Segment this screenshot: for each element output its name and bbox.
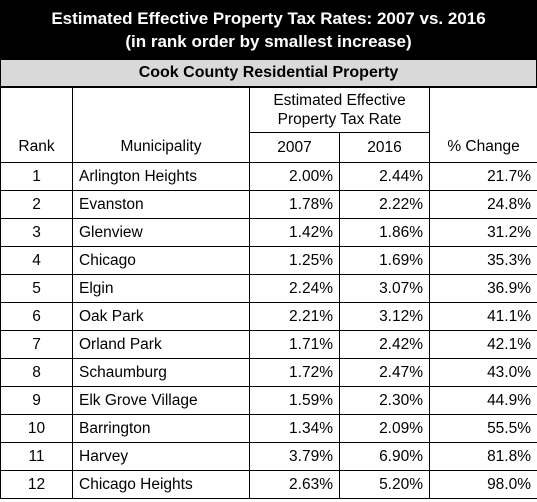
rate-2016-cell: 6.90% xyxy=(338,442,431,471)
rank-cell: 11 xyxy=(0,442,73,471)
percent-change-cell: 55.5% xyxy=(429,414,537,443)
table-row: 11 Harvey 3.79% 6.90% 81.8% xyxy=(0,442,537,471)
rate-2016-cell: 2.47% xyxy=(338,358,431,387)
table-row: 6 Oak Park 2.21% 3.12% 41.1% xyxy=(0,302,537,331)
rate-2016-cell: 3.07% xyxy=(338,274,431,303)
rank-cell: 9 xyxy=(0,386,73,415)
rate-2007-cell: 1.78% xyxy=(249,190,340,219)
rate-2016-cell: 1.86% xyxy=(338,218,431,247)
table-row: 8 Schaumburg 1.72% 2.47% 43.0% xyxy=(0,358,537,387)
percent-change-cell: 41.1% xyxy=(429,302,537,331)
rank-cell: 6 xyxy=(0,302,73,331)
percent-change-cell: 36.9% xyxy=(429,274,537,303)
rate-2007-cell: 2.00% xyxy=(249,162,340,191)
table-row: 3 Glenview 1.42% 1.86% 31.2% xyxy=(0,218,537,247)
percent-change-cell: 31.2% xyxy=(429,218,537,247)
table-row: 5 Elgin 2.24% 3.07% 36.9% xyxy=(0,274,537,303)
municipality-cell: Arlington Heights xyxy=(72,162,250,191)
municipality-cell: Chicago Heights xyxy=(72,470,250,499)
tax-rate-table: Estimated Effective Property Tax Rate Ra… xyxy=(0,87,537,499)
rank-cell: 2 xyxy=(0,190,73,219)
rate-2007-cell: 2.21% xyxy=(249,302,340,331)
header-rank: Rank xyxy=(0,132,73,163)
rate-2007-cell: 3.79% xyxy=(249,442,340,471)
header-group-rate: Estimated Effective Property Tax Rate xyxy=(248,87,431,133)
table-row: 2 Evanston 1.78% 2.22% 24.8% xyxy=(0,190,537,219)
municipality-cell: Elk Grove Village xyxy=(72,386,250,415)
header-spacer-municipality xyxy=(72,87,250,133)
municipality-cell: Harvey xyxy=(72,442,250,471)
rate-2007-cell: 1.25% xyxy=(249,246,340,275)
rank-cell: 7 xyxy=(0,330,73,359)
header-row-columns: Rank Municipality 2007 2016 % Change xyxy=(0,132,537,163)
percent-change-cell: 43.0% xyxy=(429,358,537,387)
header-percent-change: % Change xyxy=(429,132,537,163)
table-row: 9 Elk Grove Village 1.59% 2.30% 44.9% xyxy=(0,386,537,415)
rank-cell: 4 xyxy=(0,246,73,275)
rate-2016-cell: 2.42% xyxy=(338,330,431,359)
table-row: 10 Barrington 1.34% 2.09% 55.5% xyxy=(0,414,537,443)
percent-change-cell: 24.8% xyxy=(429,190,537,219)
municipality-cell: Elgin xyxy=(72,274,250,303)
municipality-cell: Glenview xyxy=(72,218,250,247)
rate-2016-cell: 2.22% xyxy=(338,190,431,219)
percent-change-cell: 98.0% xyxy=(429,470,537,499)
rate-2007-cell: 1.72% xyxy=(249,358,340,387)
municipality-cell: Orland Park xyxy=(72,330,250,359)
percent-change-cell: 21.7% xyxy=(429,162,537,191)
percent-change-cell: 44.9% xyxy=(429,386,537,415)
title-line-1: Estimated Effective Property Tax Rates: … xyxy=(51,9,486,28)
table-row: 7 Orland Park 1.71% 2.42% 42.1% xyxy=(0,330,537,359)
table-subtitle: Cook County Residential Property xyxy=(0,60,537,87)
rate-2016-cell: 1.69% xyxy=(338,246,431,275)
header-municipality: Municipality xyxy=(72,132,250,163)
rank-cell: 8 xyxy=(0,358,73,387)
rate-2016-cell: 3.12% xyxy=(338,302,431,331)
header-year-2016: 2016 xyxy=(338,132,431,163)
rate-2016-cell: 2.30% xyxy=(338,386,431,415)
municipality-cell: Barrington xyxy=(72,414,250,443)
rank-cell: 10 xyxy=(0,414,73,443)
rank-cell: 3 xyxy=(0,218,73,247)
rate-2007-cell: 1.34% xyxy=(249,414,340,443)
header-group-line-2: Property Tax Rate xyxy=(277,111,402,128)
rate-2007-cell: 2.63% xyxy=(249,470,340,499)
municipality-cell: Oak Park xyxy=(72,302,250,331)
header-spacer-change xyxy=(429,87,537,133)
rank-cell: 1 xyxy=(0,162,73,191)
header-year-2007: 2007 xyxy=(249,132,340,163)
municipality-cell: Schaumburg xyxy=(72,358,250,387)
table-row: 4 Chicago 1.25% 1.69% 35.3% xyxy=(0,246,537,275)
rate-2007-cell: 2.24% xyxy=(249,274,340,303)
rate-2007-cell: 1.59% xyxy=(249,386,340,415)
table-row: 1 Arlington Heights 2.00% 2.44% 21.7% xyxy=(0,162,537,191)
header-spacer-rank xyxy=(0,87,73,133)
title-line-2: (in rank order by smallest increase) xyxy=(125,32,412,51)
table-body: 1 Arlington Heights 2.00% 2.44% 21.7% 2 Evanst… xyxy=(0,162,537,499)
rate-2007-cell: 1.42% xyxy=(249,218,340,247)
rate-2016-cell: 2.44% xyxy=(338,162,431,191)
rate-2016-cell: 5.20% xyxy=(338,470,431,499)
rate-2007-cell: 1.71% xyxy=(249,330,340,359)
rate-2016-cell: 2.09% xyxy=(338,414,431,443)
header-row-group: Estimated Effective Property Tax Rate xyxy=(0,87,537,133)
header-group-line-1: Estimated Effective xyxy=(273,92,406,109)
percent-change-cell: 35.3% xyxy=(429,246,537,275)
percent-change-cell: 81.8% xyxy=(429,442,537,471)
title-banner: Estimated Effective Property Tax Rates: … xyxy=(0,0,537,60)
rank-cell: 12 xyxy=(0,470,73,499)
percent-change-cell: 42.1% xyxy=(429,330,537,359)
municipality-cell: Evanston xyxy=(72,190,250,219)
municipality-cell: Chicago xyxy=(72,246,250,275)
rank-cell: 5 xyxy=(0,274,73,303)
table-row: 12 Chicago Heights 2.63% 5.20% 98.0% xyxy=(0,470,537,499)
